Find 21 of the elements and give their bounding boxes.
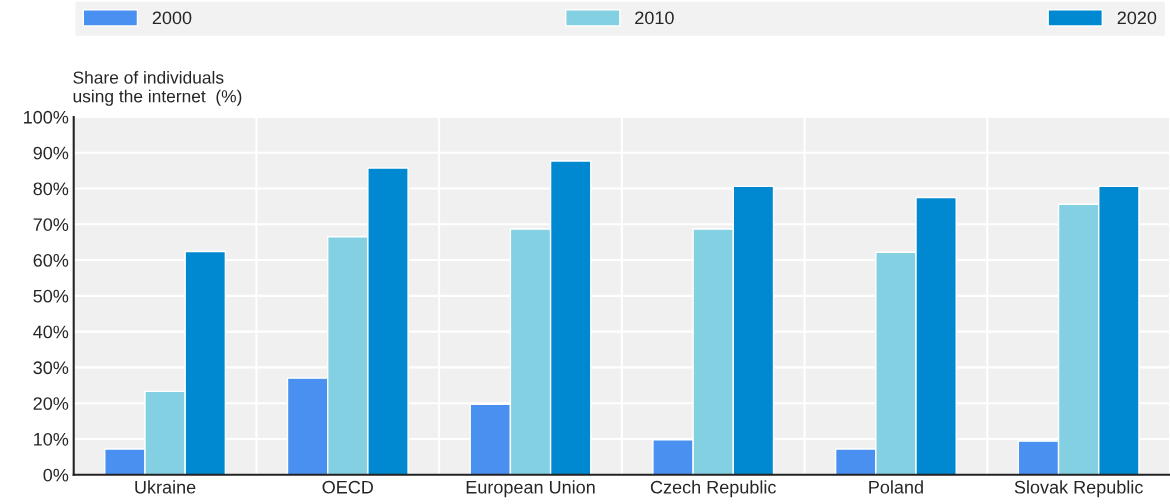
y-tick-label: 50%	[33, 289, 69, 303]
x-tick-label: European Union	[466, 480, 595, 498]
y-tick-label: 70%	[33, 218, 69, 231]
x-tick-label: Ukraine	[135, 480, 196, 494]
x-tick-label: OECD	[322, 480, 373, 494]
y-tick-label: 30%	[33, 361, 69, 375]
legend-label: 2000	[152, 11, 192, 25]
x-tick-label: Slovak Republic	[1014, 480, 1143, 498]
y-tick-label: 0%	[43, 468, 69, 482]
y-tick-label: 90%	[33, 146, 69, 160]
legend-label: 2020	[1117, 11, 1157, 25]
y-tick-label: 40%	[33, 325, 69, 339]
y-tick-label: 10%	[34, 432, 69, 446]
legend-label: 2010	[635, 11, 674, 25]
x-tick-label: Czech Republic	[650, 480, 776, 498]
y-axis-title: Share of individuals using the internet (%)	[73, 70, 242, 106]
y-tick-label: 20%	[33, 397, 69, 410]
y-tick-label: 60%	[33, 254, 69, 267]
y-tick-label: 100%	[24, 110, 69, 124]
x-tick-label: Poland	[869, 480, 923, 494]
y-tick-label: 80%	[33, 182, 69, 196]
